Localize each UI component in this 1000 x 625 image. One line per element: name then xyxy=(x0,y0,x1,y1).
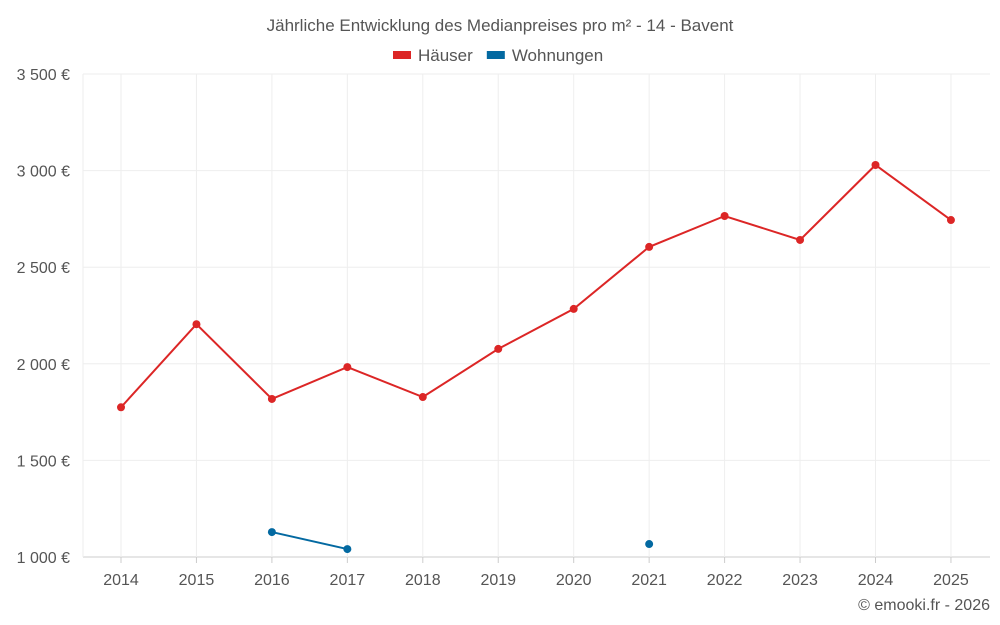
legend-label: Wohnungen xyxy=(512,46,603,65)
series-line-Wohnungen xyxy=(271,531,348,551)
x-tick-label: 2021 xyxy=(631,572,667,589)
x-tick-label: 2017 xyxy=(330,572,366,589)
credit: © emooki.fr - 2026 xyxy=(858,597,990,614)
x-tick-label: 2016 xyxy=(254,572,290,589)
data-point xyxy=(343,363,352,372)
x-tick-label: 2015 xyxy=(179,572,215,589)
data-point xyxy=(192,320,201,329)
data-point xyxy=(645,540,654,549)
data-point xyxy=(796,235,805,244)
x-tick-label: 2014 xyxy=(103,572,139,589)
data-point xyxy=(871,160,880,169)
y-tick-label: 2 000 € xyxy=(17,357,70,374)
y-tick-label: 2 500 € xyxy=(17,260,70,277)
x-tick-label: 2019 xyxy=(480,572,516,589)
y-tick-label: 1 500 € xyxy=(17,453,70,470)
grid xyxy=(82,73,990,558)
data-point xyxy=(494,344,503,353)
y-tick-label: 1 000 € xyxy=(17,550,70,567)
y-tick-label: 3 500 € xyxy=(17,67,70,84)
series xyxy=(117,160,955,554)
x-tick-label: 2025 xyxy=(933,572,969,589)
series-line-Häuser xyxy=(120,163,952,408)
legend: Häuser Wohnungen xyxy=(393,46,603,65)
data-point xyxy=(569,304,578,313)
x-tick-label: 2024 xyxy=(858,572,894,589)
data-point xyxy=(645,242,654,251)
x-tick-label: 2020 xyxy=(556,572,592,589)
data-point xyxy=(267,528,276,537)
legend-swatch xyxy=(393,51,411,59)
y-tick-label: 3 000 € xyxy=(17,164,70,181)
data-point xyxy=(946,216,955,225)
legend-label: Häuser xyxy=(418,46,473,65)
legend-swatch xyxy=(486,51,505,59)
x-tick-label: 2018 xyxy=(405,572,441,589)
x-tick-label: 2023 xyxy=(782,572,818,589)
data-point xyxy=(418,393,427,402)
data-point xyxy=(267,394,276,403)
chart-title: Jährliche Entwicklung des Medianpreises … xyxy=(267,16,734,35)
data-point xyxy=(343,545,352,554)
axes: 1 000 € 1 500 € 2 000 € 2 500 € 3 000 € 3 500… xyxy=(17,67,969,589)
x-tick-label: 2022 xyxy=(707,572,743,589)
data-point xyxy=(117,403,125,412)
data-point xyxy=(720,212,729,221)
